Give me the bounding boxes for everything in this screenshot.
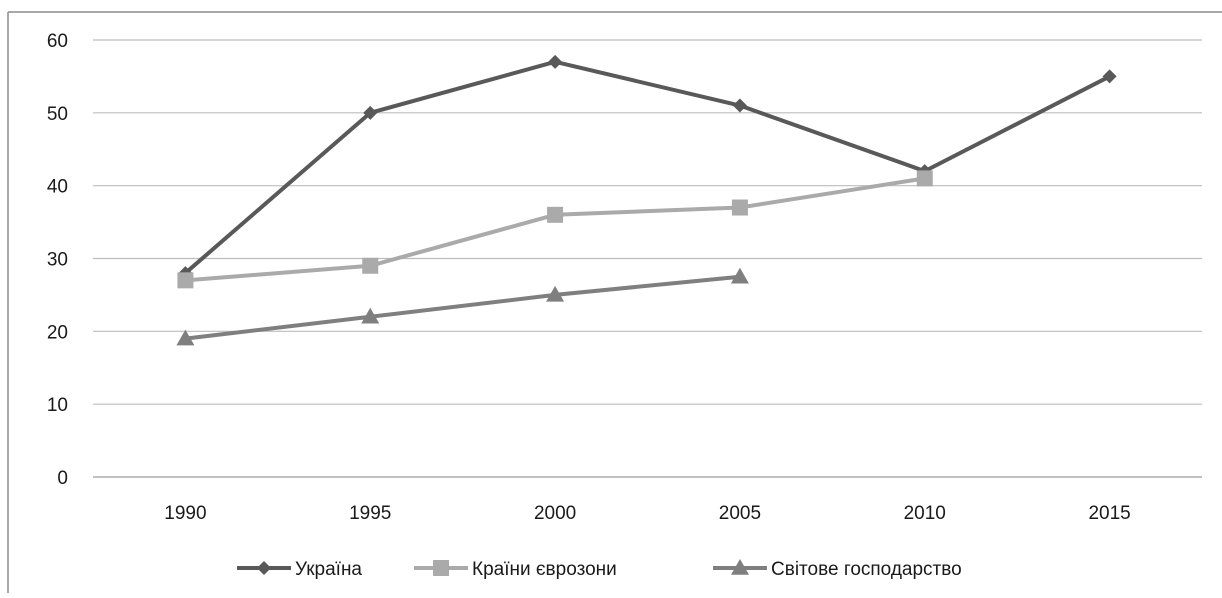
y-tick-label: 10 [47, 395, 68, 416]
x-tick-label: 2010 [904, 503, 946, 524]
x-tick-label: 2000 [534, 503, 576, 524]
data-point [361, 307, 380, 324]
y-tick-label: 20 [47, 322, 68, 343]
legend-item-3: Світове господарство [713, 559, 962, 580]
data-point [548, 54, 563, 69]
data-point [177, 272, 194, 289]
series-line [184, 59, 1111, 275]
x-tick-label: 1990 [164, 503, 206, 524]
series-line [185, 274, 741, 341]
legend-item-2: Країни єврозони [414, 559, 617, 580]
series-line [185, 176, 926, 283]
y-tick-label: 50 [47, 104, 68, 125]
data-point [731, 199, 748, 216]
y-tick-label: 0 [57, 468, 68, 489]
x-tick-label: 2005 [719, 503, 761, 524]
y-tick-label: 40 [47, 177, 68, 198]
legend-item-1: Україна [237, 559, 362, 580]
data-point [176, 329, 195, 346]
legend-label: Світове господарство [771, 559, 962, 580]
legend-swatch-marker [433, 560, 449, 576]
data-point [1102, 69, 1117, 84]
x-tick-label: 2015 [1088, 503, 1130, 524]
series-2 [177, 170, 933, 289]
x-tick-label: 1995 [349, 503, 391, 524]
data-point [916, 170, 933, 187]
data-point [363, 105, 378, 120]
data-point [546, 285, 565, 302]
y-tick-label: 30 [47, 250, 68, 271]
legend-swatch-marker [257, 561, 271, 575]
series-3 [176, 267, 749, 346]
data-point [730, 267, 749, 284]
data-point [547, 206, 564, 223]
legend-label: Країни єврозони [472, 559, 617, 580]
legend-label: Україна [295, 559, 362, 580]
data-point [732, 98, 747, 113]
data-point [362, 257, 379, 274]
legend-swatch-marker [731, 559, 749, 575]
y-tick-label: 60 [47, 31, 68, 52]
series-1 [178, 54, 1117, 281]
